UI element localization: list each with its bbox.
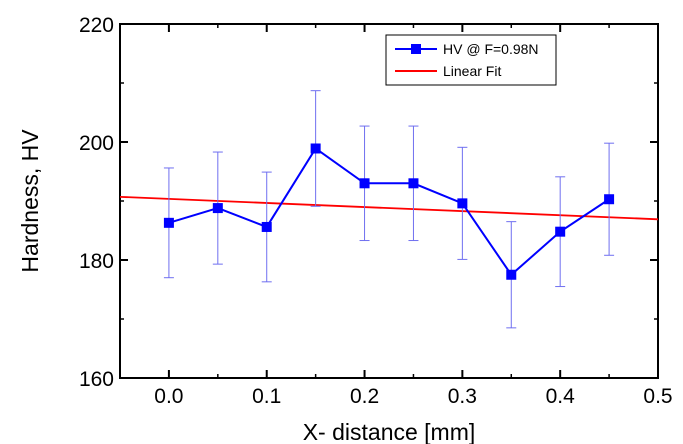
y-tick-label: 180 bbox=[79, 250, 114, 273]
y-tick-label: 200 bbox=[79, 132, 114, 155]
x-tick-label: 0.3 bbox=[448, 385, 477, 408]
ticks bbox=[119, 23, 659, 379]
y-tick-label: 220 bbox=[79, 14, 114, 37]
series-layer bbox=[163, 143, 615, 280]
tick-labels: 0.0 0.1 0.2 0.3 0.4 0.5 160 180 200 220 bbox=[79, 14, 673, 408]
hv-data-point bbox=[359, 178, 370, 189]
x-axis-title: X- distance [mm] bbox=[303, 419, 476, 444]
hv-data-point bbox=[212, 203, 223, 214]
x-tick-label: 0.2 bbox=[350, 385, 379, 408]
fit-layer bbox=[119, 195, 659, 221]
legend-marker-hv bbox=[411, 44, 421, 54]
hv-data-point bbox=[457, 198, 468, 209]
linear-fit-line bbox=[119, 195, 659, 221]
hv-data-point bbox=[408, 178, 419, 189]
hv-data-point bbox=[555, 226, 566, 237]
x-tick-label: 0.0 bbox=[154, 385, 183, 408]
hv-data-point bbox=[261, 221, 272, 232]
hv-series-line bbox=[168, 147, 610, 277]
legend: HV @ F=0.98N Linear Fit bbox=[385, 34, 557, 86]
hv-data-point bbox=[163, 217, 174, 228]
x-tick-label: 0.1 bbox=[252, 385, 281, 408]
hv-data-point bbox=[310, 143, 321, 154]
x-tick-label: 0.4 bbox=[546, 385, 576, 408]
legend-label-hv: HV @ F=0.98N bbox=[443, 41, 539, 57]
hv-data-point bbox=[506, 269, 517, 280]
legend-label-linear-fit: Linear Fit bbox=[443, 63, 501, 79]
y-axis-title: Hardness, HV bbox=[17, 129, 43, 273]
legend-box bbox=[385, 34, 557, 86]
y-tick-label: 160 bbox=[79, 368, 114, 391]
x-tick-label: 0.5 bbox=[643, 385, 672, 408]
error-bars bbox=[163, 90, 615, 329]
hv-data-point bbox=[604, 194, 615, 205]
